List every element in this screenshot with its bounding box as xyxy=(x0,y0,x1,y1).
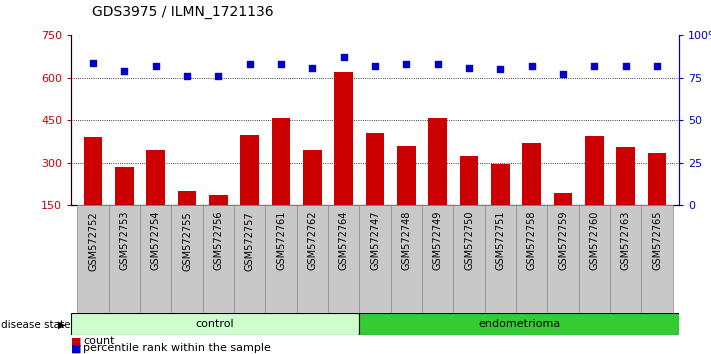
Bar xyxy=(115,167,134,248)
Bar xyxy=(648,153,666,248)
Bar xyxy=(303,150,322,248)
Bar xyxy=(296,205,328,319)
Point xyxy=(338,55,349,60)
Text: GSM572759: GSM572759 xyxy=(558,211,568,270)
Point xyxy=(495,67,506,72)
Text: GSM572754: GSM572754 xyxy=(151,211,161,270)
Point xyxy=(401,62,412,67)
Point xyxy=(306,65,318,70)
Text: GSM572757: GSM572757 xyxy=(245,211,255,270)
Text: GSM572758: GSM572758 xyxy=(527,211,537,270)
Bar xyxy=(454,205,485,319)
Point xyxy=(87,60,99,65)
Text: GSM572763: GSM572763 xyxy=(621,211,631,270)
Text: endometrioma: endometrioma xyxy=(478,319,560,329)
Bar xyxy=(234,205,265,319)
Bar xyxy=(365,133,385,248)
Bar xyxy=(554,193,572,248)
Text: GSM572761: GSM572761 xyxy=(276,211,286,270)
Bar xyxy=(610,205,641,319)
Bar xyxy=(272,118,291,248)
Text: GSM572751: GSM572751 xyxy=(496,211,506,270)
Text: GDS3975 / ILMN_1721136: GDS3975 / ILMN_1721136 xyxy=(92,5,274,19)
Text: GSM572752: GSM572752 xyxy=(88,211,98,270)
Bar xyxy=(328,205,359,319)
Bar xyxy=(391,205,422,319)
Bar xyxy=(203,205,234,319)
Bar xyxy=(579,205,610,319)
Bar xyxy=(334,72,353,248)
Bar xyxy=(491,164,510,248)
Point xyxy=(275,62,287,67)
Bar xyxy=(359,205,391,319)
Bar xyxy=(422,205,454,319)
Point xyxy=(620,63,631,69)
Bar xyxy=(516,205,547,319)
Point xyxy=(526,63,538,69)
Text: ■: ■ xyxy=(71,343,82,353)
Bar xyxy=(77,205,109,319)
Bar xyxy=(71,313,359,335)
Bar xyxy=(109,205,140,319)
Text: count: count xyxy=(83,336,114,346)
Bar xyxy=(359,313,679,335)
Text: GSM572755: GSM572755 xyxy=(182,211,192,270)
Point xyxy=(213,73,224,79)
Point xyxy=(181,73,193,79)
Bar xyxy=(616,147,635,248)
Bar xyxy=(265,205,296,319)
Bar xyxy=(459,156,479,248)
Bar xyxy=(485,205,516,319)
Text: GSM572762: GSM572762 xyxy=(307,211,317,270)
Text: GSM572756: GSM572756 xyxy=(213,211,223,270)
Bar xyxy=(84,137,102,248)
Point xyxy=(370,63,381,69)
Bar xyxy=(641,205,673,319)
Point xyxy=(589,63,600,69)
Text: GSM572750: GSM572750 xyxy=(464,211,474,270)
Text: GSM572748: GSM572748 xyxy=(402,211,412,270)
Bar xyxy=(240,135,259,248)
Bar xyxy=(547,205,579,319)
Text: GSM572765: GSM572765 xyxy=(652,211,662,270)
Point xyxy=(464,65,475,70)
Text: GSM572764: GSM572764 xyxy=(338,211,348,270)
Point xyxy=(119,68,130,74)
Text: GSM572747: GSM572747 xyxy=(370,211,380,270)
Bar xyxy=(585,136,604,248)
Bar xyxy=(178,191,196,248)
Text: GSM572753: GSM572753 xyxy=(119,211,129,270)
Bar xyxy=(171,205,203,319)
Bar xyxy=(428,118,447,248)
Text: percentile rank within the sample: percentile rank within the sample xyxy=(83,343,271,353)
Bar xyxy=(397,146,416,248)
Bar xyxy=(209,195,228,248)
Point xyxy=(432,62,444,67)
Text: GSM572760: GSM572760 xyxy=(589,211,599,270)
Point xyxy=(651,63,663,69)
Bar xyxy=(140,205,171,319)
Text: ■: ■ xyxy=(71,336,82,346)
Point xyxy=(150,63,161,69)
Bar xyxy=(523,143,541,248)
Text: control: control xyxy=(196,319,235,329)
Point xyxy=(244,62,255,67)
Text: ▶: ▶ xyxy=(58,320,65,330)
Point xyxy=(557,72,569,77)
Text: GSM572749: GSM572749 xyxy=(433,211,443,270)
Text: disease state: disease state xyxy=(1,320,71,330)
Bar xyxy=(146,150,165,248)
